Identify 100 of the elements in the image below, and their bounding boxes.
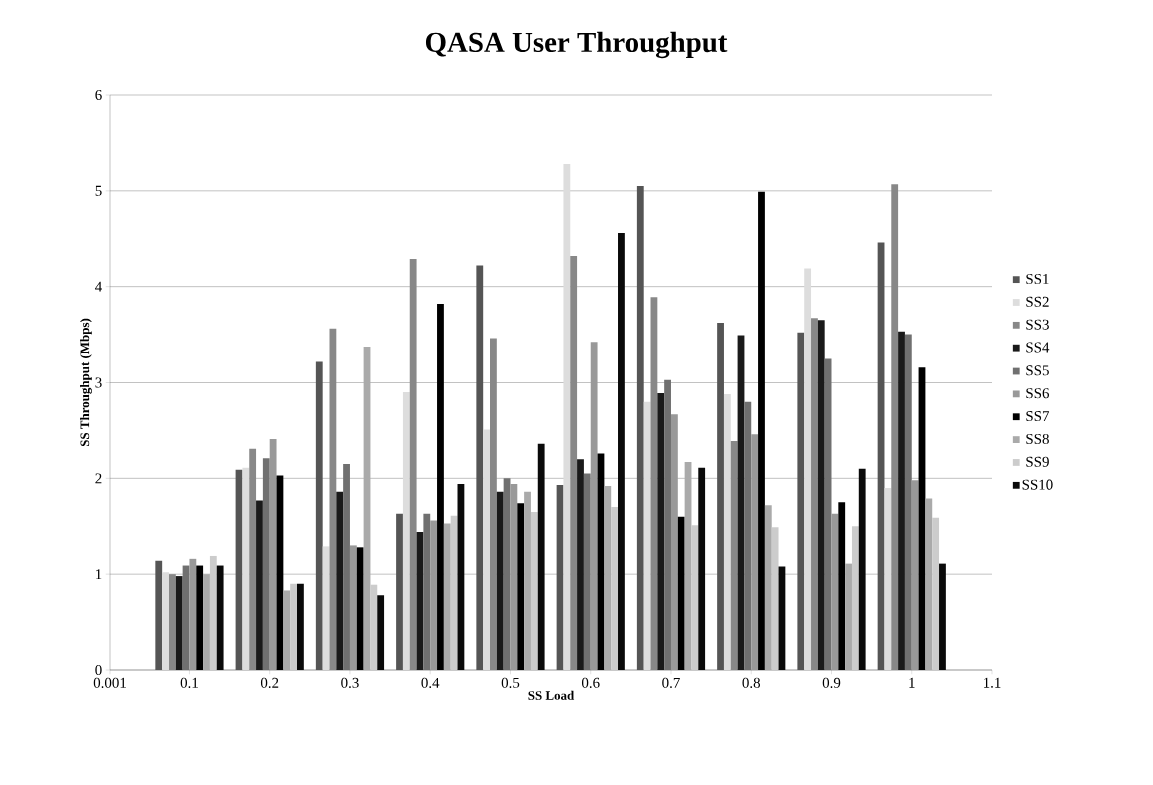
bar — [283, 590, 291, 670]
bar — [290, 583, 297, 670]
bar — [377, 595, 385, 670]
y-tick-label: 1 — [96, 569, 102, 580]
bar — [396, 513, 403, 670]
chart-title: QASA User Throughput — [425, 31, 728, 59]
bar — [911, 480, 919, 670]
x-tick-label: 0.8 — [742, 677, 761, 688]
bar — [476, 265, 484, 670]
bar — [811, 318, 818, 670]
x-axis-title: SS Load — [528, 690, 575, 700]
bar — [443, 523, 451, 670]
bar — [764, 505, 772, 670]
x-tick-label: 0.4 — [421, 677, 440, 688]
bar — [563, 164, 571, 670]
bar — [677, 516, 685, 670]
bar — [758, 191, 765, 670]
x-tick-label: 1.1 — [983, 677, 1001, 688]
bar — [168, 574, 176, 670]
bar — [804, 268, 812, 670]
legend-label: SS7 — [1026, 411, 1050, 422]
bar — [256, 500, 263, 670]
x-tick-label: 0.3 — [341, 677, 359, 688]
bar — [450, 515, 458, 670]
bar — [430, 520, 438, 670]
x-tick-label: 0.7 — [662, 677, 680, 688]
bar — [437, 303, 444, 670]
bar — [858, 468, 866, 670]
x-tick-label: 0.9 — [822, 677, 841, 688]
x-tick-label: 0.5 — [501, 677, 520, 688]
bar — [329, 328, 337, 670]
legend-label: SS8 — [1026, 433, 1049, 444]
bar — [155, 560, 163, 670]
bar — [356, 547, 364, 670]
bar — [510, 484, 518, 670]
legend-label: SS10 — [1022, 479, 1053, 490]
x-tick-label: 0.6 — [581, 677, 600, 688]
bar — [496, 491, 504, 670]
bar — [604, 486, 612, 670]
bar — [189, 558, 197, 670]
bar — [242, 467, 250, 670]
y-tick-label: 0 — [95, 664, 102, 676]
legend-label: SS1 — [1026, 273, 1049, 284]
legend-label: SS9 — [1026, 456, 1049, 467]
bar — [349, 545, 357, 670]
bar — [315, 361, 323, 670]
bar — [216, 565, 224, 670]
legend-label: SS3 — [1026, 319, 1049, 330]
bar — [517, 503, 525, 670]
bar — [409, 258, 417, 670]
bar — [530, 511, 538, 670]
bar — [618, 233, 625, 670]
bar — [932, 517, 940, 670]
bar — [209, 555, 217, 670]
bar — [249, 448, 257, 670]
bar — [723, 394, 731, 670]
bar — [730, 440, 738, 670]
bar — [751, 434, 759, 670]
y-tick-label: 5 — [95, 185, 102, 196]
bar — [817, 320, 825, 670]
bar — [537, 443, 545, 670]
bar — [402, 392, 410, 670]
y-axis-title: SS Throughput (Mbps) — [80, 318, 92, 447]
bar — [336, 491, 344, 670]
bar — [370, 584, 378, 670]
y-tick-label: 3 — [95, 377, 102, 388]
bar — [483, 429, 491, 670]
bar — [691, 525, 699, 670]
bar — [570, 256, 578, 670]
bar — [636, 186, 644, 670]
bar — [698, 467, 706, 670]
legend-label: SS5 — [1026, 365, 1049, 376]
bar — [490, 338, 497, 670]
legend-label: SS2 — [1026, 296, 1049, 307]
bar — [838, 502, 846, 670]
bar — [196, 565, 204, 670]
bar — [577, 459, 584, 670]
bar — [162, 572, 169, 670]
x-tick-label: 1 — [909, 677, 915, 688]
bar — [939, 563, 946, 670]
bar — [771, 527, 779, 670]
bar — [657, 393, 665, 670]
legend-label: SS6 — [1026, 388, 1050, 399]
bar — [297, 583, 304, 670]
bar — [643, 401, 651, 670]
legend-label: SS4 — [1026, 342, 1050, 353]
bar — [670, 414, 678, 670]
bar — [891, 184, 899, 670]
bar — [175, 576, 183, 670]
y-tick-label: 2 — [95, 473, 102, 484]
x-tick-label: 0.001 — [93, 677, 126, 688]
bar — [851, 526, 859, 670]
x-tick-label: 0.2 — [260, 677, 279, 688]
bar — [524, 491, 531, 670]
bar — [884, 487, 892, 670]
bar — [925, 498, 933, 670]
x-tick-label: 0.1 — [180, 677, 198, 688]
bar — [898, 331, 905, 670]
bar — [717, 323, 724, 670]
bar — [203, 574, 210, 670]
